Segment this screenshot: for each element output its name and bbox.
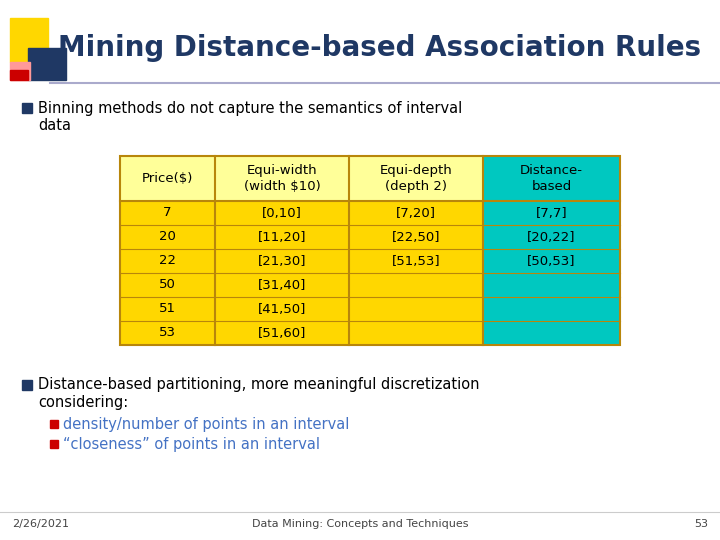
Text: [7,20]: [7,20] xyxy=(396,206,436,219)
Bar xyxy=(120,156,620,345)
Text: Data Mining: Concepts and Techniques: Data Mining: Concepts and Techniques xyxy=(252,519,468,529)
Text: “closeness” of points in an interval: “closeness” of points in an interval xyxy=(63,436,320,451)
Text: [7,7]: [7,7] xyxy=(536,206,567,219)
Text: 7: 7 xyxy=(163,206,172,219)
Text: Price($): Price($) xyxy=(142,172,193,185)
Text: [50,53]: [50,53] xyxy=(527,254,576,267)
Text: considering:: considering: xyxy=(38,395,128,409)
Bar xyxy=(22,103,32,113)
Text: 51: 51 xyxy=(159,302,176,315)
Text: [51,60]: [51,60] xyxy=(258,327,306,340)
Text: [31,40]: [31,40] xyxy=(258,279,306,292)
Bar xyxy=(10,18,48,62)
Text: [21,30]: [21,30] xyxy=(258,254,306,267)
Text: [51,53]: [51,53] xyxy=(392,254,441,267)
Text: density/number of points in an interval: density/number of points in an interval xyxy=(63,416,349,431)
Text: 2/26/2021: 2/26/2021 xyxy=(12,519,69,529)
Text: 53: 53 xyxy=(159,327,176,340)
Bar xyxy=(120,156,215,201)
Bar xyxy=(215,156,349,201)
Text: 50: 50 xyxy=(159,279,176,292)
Text: [11,20]: [11,20] xyxy=(258,231,306,244)
Bar xyxy=(50,440,58,448)
Bar xyxy=(28,48,66,80)
Text: Equi-depth
(depth 2): Equi-depth (depth 2) xyxy=(379,164,452,193)
Bar xyxy=(120,201,215,345)
Bar xyxy=(10,70,28,80)
Text: 20: 20 xyxy=(159,231,176,244)
Text: Mining Distance-based Association Rules: Mining Distance-based Association Rules xyxy=(58,34,701,62)
Bar xyxy=(349,156,483,201)
Bar xyxy=(483,201,620,345)
Text: Distance-based partitioning, more meaningful discretization: Distance-based partitioning, more meanin… xyxy=(38,377,480,393)
Bar xyxy=(349,201,483,345)
Text: 53: 53 xyxy=(694,519,708,529)
Bar xyxy=(215,201,349,345)
Text: [22,50]: [22,50] xyxy=(392,231,440,244)
Text: [20,22]: [20,22] xyxy=(527,231,576,244)
Text: [41,50]: [41,50] xyxy=(258,302,306,315)
Text: 22: 22 xyxy=(159,254,176,267)
Text: Binning methods do not capture the semantics of interval: Binning methods do not capture the seman… xyxy=(38,100,462,116)
Bar xyxy=(10,62,30,80)
Bar xyxy=(22,380,32,390)
Bar xyxy=(483,156,620,201)
Text: Distance-
based: Distance- based xyxy=(520,164,583,193)
Text: Equi-width
(width $10): Equi-width (width $10) xyxy=(243,164,320,193)
Text: [0,10]: [0,10] xyxy=(262,206,302,219)
Text: data: data xyxy=(38,118,71,132)
Bar xyxy=(50,420,58,428)
